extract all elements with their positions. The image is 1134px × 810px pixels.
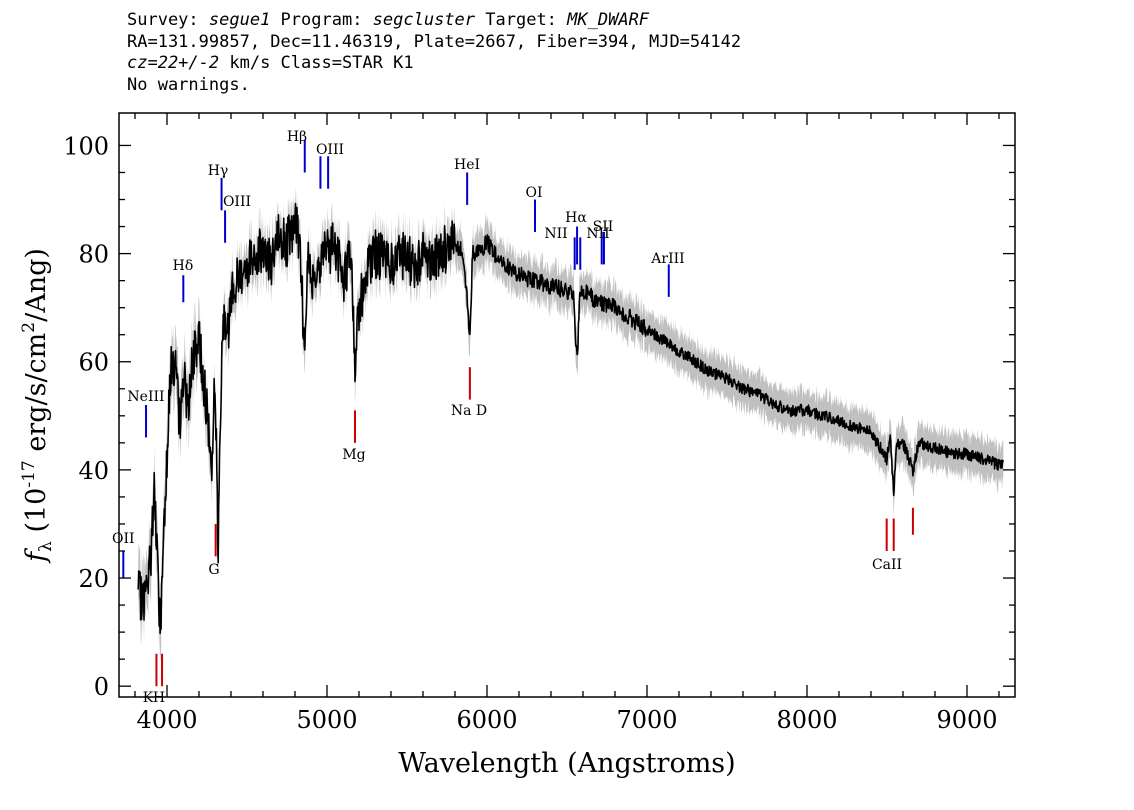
emission-line-label: HeI	[454, 157, 480, 173]
emission-line-label: OI	[525, 185, 542, 201]
y-tick-label: 40	[78, 457, 109, 485]
y-tick-label: 20	[78, 565, 109, 593]
emission-line-label: Hα	[565, 210, 587, 226]
emission-line-label: Hγ	[208, 163, 229, 179]
survey-name: segue1	[208, 10, 271, 30]
y-tick-label: 80	[78, 241, 109, 269]
y-tick-label: 100	[63, 132, 109, 160]
emission-line-label: OIII	[223, 194, 251, 210]
spectral-lines-layer: OIINeIIIHδHγOIIIHβOIIIHeIOINIIHαNIISIIAr…	[112, 129, 914, 706]
emission-line-label: Hδ	[173, 258, 194, 274]
error-band	[138, 186, 1004, 662]
absorption-line-label: Na D	[451, 403, 487, 419]
survey-prefix: Survey:	[127, 10, 209, 30]
emission-line-label: OII	[112, 531, 135, 547]
y-tick-label: 60	[78, 349, 109, 377]
series-layer	[137, 202, 1005, 635]
ticks	[119, 113, 1015, 697]
x-axis-title: Wavelength (Angstroms)	[398, 748, 735, 779]
y-axis-title: fλ (10-17 erg/s/cm2/Ang)	[19, 248, 56, 564]
header-line-2: RA=131.99857, Dec=11.46319, Plate=2667, …	[127, 31, 742, 52]
absorption-line-label: H	[153, 690, 165, 706]
emission-line-label: Hβ	[287, 129, 307, 145]
header-line-3: cz=22+/-2 km/s Class=STAR K1	[127, 53, 741, 75]
emission-line-label: SII	[593, 219, 614, 235]
spectrum-header: Survey: segue1 Program: segcluster Targe…	[127, 10, 741, 96]
target-prefix: Target:	[475, 10, 568, 30]
class-info: km/s Class=STAR K1	[219, 53, 414, 73]
x-tick-label: 6000	[456, 706, 517, 734]
absorption-line-label: Mg	[342, 447, 365, 463]
emission-line-label: NII	[586, 226, 609, 242]
program-name: segcluster	[372, 10, 476, 30]
spectrum-line	[137, 202, 1005, 635]
x-tick-label: 4000	[136, 706, 197, 734]
axes	[118, 112, 1016, 698]
emission-line-label: OIII	[316, 142, 344, 158]
absorption-line-label: CaII	[872, 557, 902, 573]
redshift-value: cz=22+/-2	[127, 53, 220, 73]
absorption-line-label: G	[208, 562, 219, 578]
x-tick-label: 7000	[616, 706, 677, 734]
emission-line-label: NeIII	[127, 389, 164, 405]
emission-line-label: ArIII	[650, 251, 684, 267]
x-tick-label: 8000	[776, 706, 837, 734]
program-prefix: Program:	[270, 10, 373, 30]
tick-labels: 4000 5000 6000 7000 8000 9000 0 20 40 60 80 100	[63, 132, 997, 734]
emission-line-label: NII	[544, 226, 567, 242]
x-tick-label: 5000	[296, 706, 357, 734]
header-line-4: No warnings.	[127, 74, 250, 95]
plot-frame	[118, 112, 1016, 698]
x-tick-label: 9000	[936, 706, 997, 734]
absorption-line-label: K	[143, 690, 154, 706]
header-line-1: Survey: segue1 Program: segcluster Targe…	[127, 10, 741, 32]
target-name: MK_DWARF	[567, 10, 650, 30]
error-band-fill	[138, 186, 1004, 662]
y-tick-label: 0	[94, 673, 109, 701]
